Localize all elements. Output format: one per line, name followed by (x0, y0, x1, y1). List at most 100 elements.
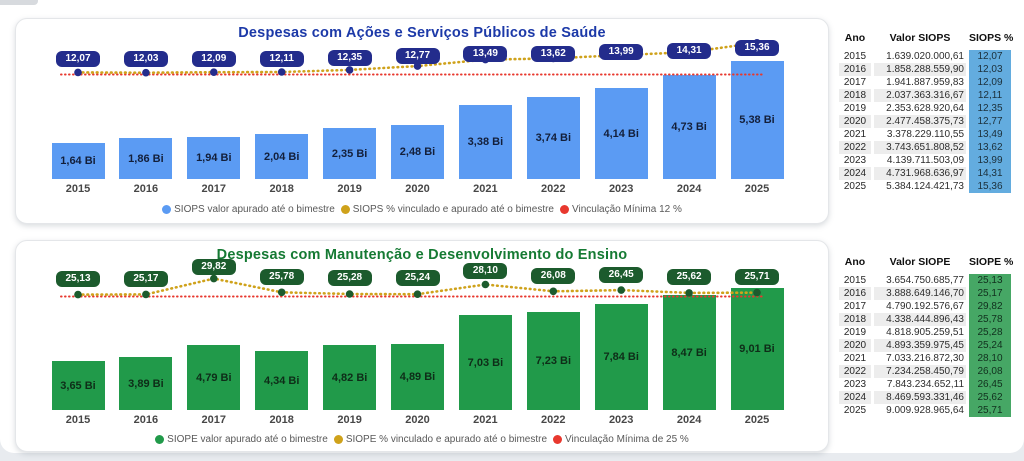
pct-badge-2021: 28,10 (463, 263, 508, 279)
pct-point-marker (74, 68, 82, 77)
bar-2017[interactable]: 1,94 Bi (187, 137, 241, 179)
siops-table: Ano Valor SIOPS SIOPS % 2015 1.639.020.000,6… (839, 28, 1013, 193)
table-cell-pct: 25,24 (969, 339, 1011, 352)
table-cell-pct: 13,49 (969, 128, 1011, 141)
legend-item-bar-series[interactable]: SIOPS valor apurado até o bimestre (162, 204, 335, 215)
table-cell-value: 4.139.711.503,09 (886, 155, 964, 166)
legend-item-bar-series[interactable]: SIOPE valor apurado até o bimestre (155, 434, 328, 445)
pct-point-marker (345, 66, 354, 74)
table-cell-value: 4.338.444.896,43 (874, 313, 966, 326)
legend-item-reference-line[interactable]: Vinculação Mínima 12 % (560, 204, 682, 215)
table-cell-value: 2.477.458.375,73 (874, 115, 966, 128)
legend-item-reference-line[interactable]: Vinculação Mínima de 25 % (553, 434, 689, 445)
table-cell-value: 9.009.928.965,64 (886, 405, 964, 416)
table-cell-year: 2023 (843, 155, 867, 166)
axis-year-label: 2015 (65, 414, 91, 426)
table-cell-year: 2017 (843, 77, 867, 88)
bar-2024[interactable]: 4,73 Bi (662, 75, 716, 179)
axis-year-label: 2023 (608, 183, 634, 195)
bar-2019[interactable]: 2,35 Bi (323, 128, 377, 179)
table-cell-year: 2023 (843, 379, 867, 390)
pct-point-marker (413, 290, 422, 298)
bar-value-label: 3,38 Bi (467, 136, 504, 148)
bar-2021[interactable]: 7,03 Bi (458, 315, 512, 410)
bar-2022[interactable]: 7,23 Bi (526, 312, 580, 410)
legend-label: SIOPE valor apurado até o bimestre (167, 434, 328, 445)
table-cell-year: 2018 (839, 89, 871, 102)
legend-color-dot (162, 205, 172, 214)
legend-color-dot (560, 205, 569, 214)
table-cell-year: 2015 (843, 51, 867, 62)
pct-badge-2020: 12,77 (395, 48, 440, 64)
bar-2018[interactable]: 2,04 Bi (255, 134, 309, 179)
table-cell-year: 2025 (843, 181, 867, 192)
bar-2023[interactable]: 4,14 Bi (594, 88, 648, 179)
table-cell-year: 2021 (843, 353, 867, 364)
bar-2016[interactable]: 1,86 Bi (119, 138, 173, 179)
table-cell-pct: 29,82 (969, 300, 1011, 313)
pct-badge-2024: 14,31 (667, 43, 712, 59)
pct-point-marker (74, 290, 82, 299)
table-cell-pct: 13,62 (969, 141, 1011, 154)
bar-value-label: 2,35 Bi (331, 147, 368, 160)
bar-value-label: 1,86 Bi (128, 152, 164, 165)
axis-year-label: 2020 (405, 183, 430, 195)
table-header-2: SIOPE % (969, 256, 1014, 268)
axis-year-label: 2016 (133, 183, 159, 195)
table-cell-year: 2025 (843, 405, 867, 416)
bar-2025[interactable]: 9,01 Bi (730, 288, 784, 410)
table-cell-value: 7.843.234.652,11 (886, 379, 964, 390)
table-cell-year: 2024 (839, 167, 871, 180)
table-cell-pct: 12,07 (969, 50, 1011, 63)
legend-label: SIOPE % vinculado e apurado até o bimest… (345, 434, 548, 445)
pct-badge-2019: 12,35 (327, 50, 372, 66)
table-cell-year: 2021 (843, 129, 867, 140)
legend-label: Vinculação Mínima de 25 % (565, 434, 689, 445)
bar-2015[interactable]: 3,65 Bi (51, 361, 105, 410)
table-cell-value: 7.234.258.450,79 (874, 365, 966, 378)
education-chart-card: Despesas com Manutenção e Desenvolviment… (15, 240, 829, 452)
table-cell-value: 4.731.968.636,97 (874, 167, 966, 180)
table-header-0: Ano (844, 32, 866, 44)
pct-badge-2022: 13,62 (531, 46, 576, 62)
bar-2016[interactable]: 3,89 Bi (119, 357, 173, 410)
legend-item-pct-series[interactable]: SIOPS % vinculado e apurado até o bimest… (340, 204, 554, 215)
bar-2022[interactable]: 3,74 Bi (526, 97, 580, 179)
bar-value-label: 3,89 Bi (128, 377, 164, 390)
bar-value-label: 5,38 Bi (739, 114, 775, 126)
bar-value-label: 2,04 Bi (263, 150, 300, 163)
bar-2024[interactable]: 8,47 Bi (662, 295, 716, 410)
axis-year-label: 2019 (337, 183, 362, 195)
bar-2018[interactable]: 4,34 Bi (255, 351, 309, 410)
health-chart-title: Despesas com Ações e Serviços Públicos d… (238, 25, 606, 41)
axis-year-label: 2022 (541, 183, 566, 195)
table-cell-value: 8.469.593.331,46 (874, 391, 966, 404)
axis-year-label: 2016 (133, 414, 159, 426)
bar-2015[interactable]: 1,64 Bi (51, 143, 105, 179)
table-cell-value: 3.378.229.110,55 (886, 129, 964, 140)
pct-badge-2023: 26,45 (599, 267, 644, 283)
bar-2019[interactable]: 4,82 Bi (323, 345, 377, 410)
pct-badge-2017: 29,82 (191, 259, 236, 275)
axis-year-label: 2018 (269, 414, 294, 426)
legend-label: Vinculação Mínima 12 % (572, 204, 682, 215)
table-cell-value: 1.858.288.559,90 (874, 63, 966, 76)
table-cell-year: 2019 (843, 327, 867, 338)
table-cell-pct: 12,77 (969, 115, 1011, 128)
bar-2020[interactable]: 4,89 Bi (391, 344, 444, 410)
bar-2021[interactable]: 3,38 Bi (458, 105, 512, 179)
table-cell-pct: 14,31 (969, 167, 1011, 180)
education-chart-legend: SIOPE valor apurado até o bimestre SIOPE … (16, 434, 828, 445)
table-cell-pct: 25,28 (969, 326, 1011, 339)
axis-year-label: 2017 (201, 183, 227, 195)
bar-2025[interactable]: 5,38 Bi (730, 61, 784, 179)
bar-2020[interactable]: 2,48 Bi (391, 125, 444, 179)
bar-value-label: 4,14 Bi (603, 127, 639, 140)
axis-year-label: 2024 (676, 414, 702, 426)
bar-2017[interactable]: 4,79 Bi (187, 345, 241, 410)
legend-item-pct-series[interactable]: SIOPE % vinculado e apurado até o bimest… (333, 434, 548, 445)
pct-point-marker (481, 280, 490, 289)
bar-2023[interactable]: 7,84 Bi (594, 304, 648, 410)
bar-value-label: 4,34 Bi (263, 374, 300, 387)
table-cell-year: 2024 (839, 391, 871, 404)
